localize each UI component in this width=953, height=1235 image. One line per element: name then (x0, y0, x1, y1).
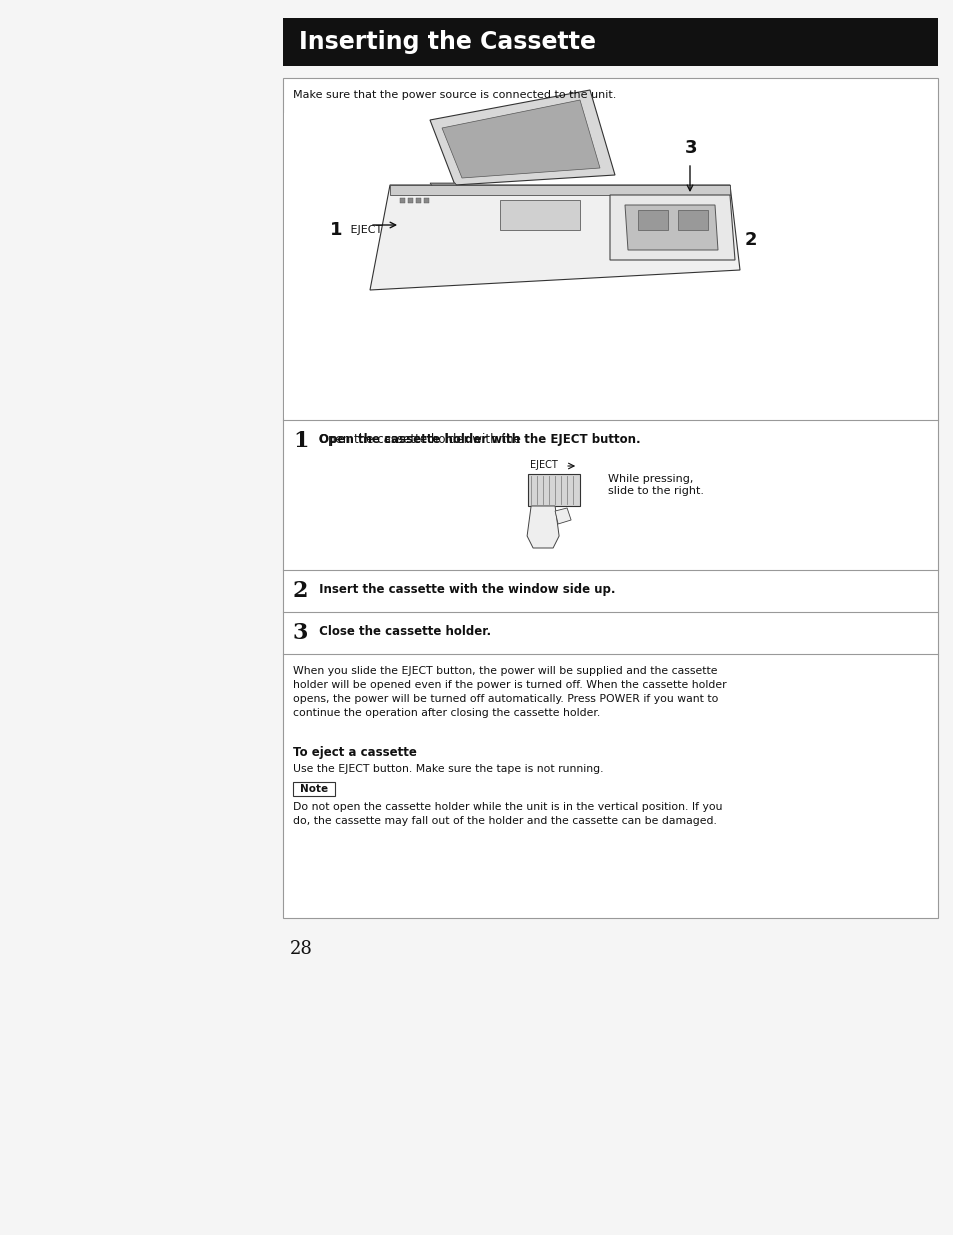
Bar (408, 198, 413, 203)
Text: 28: 28 (290, 940, 313, 958)
Polygon shape (624, 205, 718, 249)
Text: 1: 1 (293, 430, 308, 452)
Text: Use the EJECT button. Make sure the tape is not running.: Use the EJECT button. Make sure the tape… (293, 764, 603, 774)
Text: Inserting the Cassette: Inserting the Cassette (298, 30, 596, 54)
Polygon shape (430, 90, 615, 185)
Polygon shape (527, 506, 558, 548)
Polygon shape (430, 183, 459, 190)
Text: Open the cassette holder with the EJECT button.: Open the cassette holder with the EJECT … (314, 433, 640, 446)
Bar (283, 19, 937, 65)
Bar (399, 198, 405, 203)
Text: 2: 2 (293, 580, 308, 601)
Bar (499, 200, 579, 230)
Text: EJECT: EJECT (530, 459, 558, 471)
Text: Make sure that the power source is connected to the unit.: Make sure that the power source is conne… (293, 90, 616, 100)
Bar (528, 474, 579, 506)
Text: 3: 3 (293, 622, 308, 643)
Bar (293, 782, 335, 797)
Text: Do not open the cassette holder while the unit is in the vertical position. If y: Do not open the cassette holder while th… (293, 802, 721, 826)
Text: Close the cassette holder.: Close the cassette holder. (314, 625, 491, 638)
Text: Open the cassette holder with the: Open the cassette holder with the (314, 433, 524, 446)
Polygon shape (370, 185, 740, 290)
Bar (423, 198, 429, 203)
Text: 3: 3 (684, 140, 697, 157)
Text: Note: Note (299, 784, 328, 794)
Polygon shape (390, 185, 729, 195)
Text: Insert the cassette with the window side up.: Insert the cassette with the window side… (314, 583, 615, 597)
Bar (678, 210, 707, 230)
Text: EJECT: EJECT (347, 225, 382, 235)
Text: While pressing,
slide to the right.: While pressing, slide to the right. (607, 474, 703, 495)
Polygon shape (555, 508, 571, 524)
Text: When you slide the EJECT button, the power will be supplied and the cassette
hol: When you slide the EJECT button, the pow… (293, 666, 726, 718)
Polygon shape (441, 100, 599, 178)
Bar (284, 112, 936, 417)
Text: 1: 1 (330, 221, 342, 240)
Bar (416, 198, 420, 203)
Text: To eject a cassette: To eject a cassette (293, 746, 416, 760)
Bar (638, 210, 667, 230)
Polygon shape (609, 195, 734, 261)
Bar (283, 78, 937, 918)
Text: 2: 2 (744, 231, 757, 249)
